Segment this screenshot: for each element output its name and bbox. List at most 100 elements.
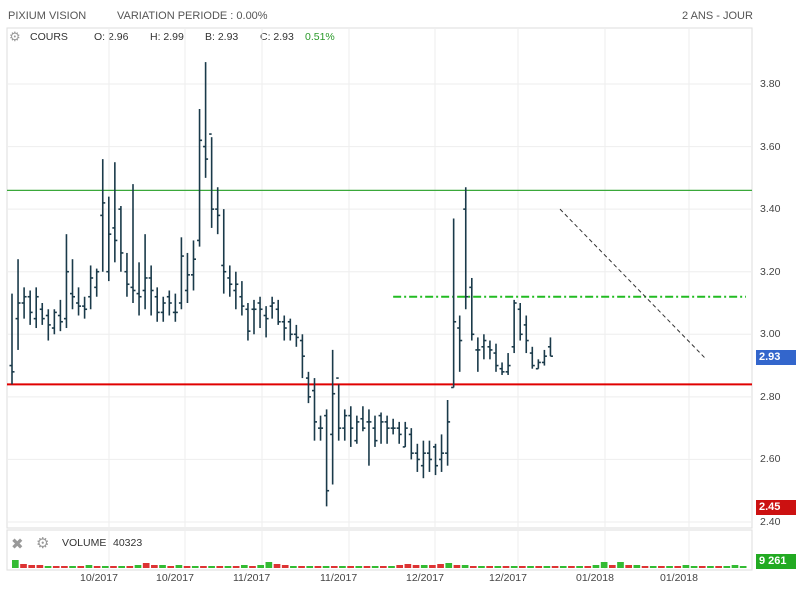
- ohlc-bar: [94, 268, 100, 297]
- ohlc-bar: [154, 287, 160, 322]
- ohlc-bar: [366, 409, 372, 466]
- ohlc-bar: [209, 133, 215, 228]
- y-tick-label: 3.40: [760, 203, 781, 216]
- ohlc-bar: [221, 209, 227, 294]
- ohlc-bar: [396, 421, 402, 444]
- volume-bar: [437, 564, 444, 568]
- volume-bar: [658, 566, 665, 568]
- ohlc-bar: [499, 362, 505, 375]
- gear-icon[interactable]: ⚙: [9, 29, 21, 44]
- y-tick-label: 2.80: [760, 390, 781, 403]
- volume-bar: [69, 566, 76, 568]
- ohlc-bar: [535, 359, 541, 370]
- volume-bar: [126, 566, 134, 568]
- volume-label: VOLUME: [62, 537, 107, 549]
- ohlc-bar: [463, 187, 469, 310]
- y-tick-label: 3.80: [760, 78, 781, 90]
- volume-bar: [731, 565, 739, 568]
- ohlc-bar: [100, 159, 106, 272]
- ohlc-bar: [451, 218, 457, 389]
- volume-bar: [257, 565, 265, 568]
- ohlc-bar: [239, 281, 245, 316]
- volume-frame: [6, 529, 753, 571]
- ohlc-bar: [469, 277, 475, 341]
- period-variation: VARIATION PERIODE : 0.00%: [117, 10, 268, 22]
- volume-bar: [633, 565, 641, 568]
- ohlc-bar: [517, 303, 523, 341]
- close-icon[interactable]: ✖: [11, 536, 24, 553]
- volume-bar: [608, 565, 616, 568]
- volume-bar: [535, 566, 543, 568]
- volume-bar: [682, 565, 690, 568]
- ohlc-bar: [414, 443, 420, 472]
- volume-bar: [330, 566, 338, 568]
- ohlc-bar: [348, 406, 354, 447]
- volume-bar: [592, 565, 600, 568]
- y-tick-label: 3.20: [760, 265, 781, 278]
- ohlc-bar: [203, 62, 209, 178]
- volume-bar: [584, 566, 592, 568]
- volume-bar: [371, 566, 379, 568]
- volume-bar: [461, 565, 469, 568]
- y-tick-label: 2.40: [760, 516, 781, 528]
- ohlc-bar: [106, 196, 112, 282]
- ohlc-bar: [160, 296, 166, 322]
- ohlc-bar: [9, 293, 15, 385]
- ohlc-bar: [378, 412, 384, 444]
- ohlc-bar: [529, 346, 535, 369]
- ohlc-bar: [76, 287, 82, 316]
- volume-bar: [306, 566, 314, 568]
- volume-bar: [20, 564, 27, 568]
- ohlc-bar: [439, 434, 445, 472]
- volume-bar: [44, 566, 52, 568]
- ohlc-bar: [293, 324, 299, 347]
- volume-bar: [453, 565, 461, 568]
- ohlc-bar: [251, 299, 257, 335]
- volume-bar: [617, 562, 624, 568]
- volume-bar: [649, 566, 657, 568]
- volume-bar: [429, 565, 436, 568]
- ohlc-bar: [487, 340, 493, 360]
- ohlc-bar: [191, 240, 196, 291]
- volume-bar: [232, 566, 240, 568]
- x-tick-label: 12/2017: [489, 572, 527, 584]
- ohlc-bar: [324, 409, 330, 507]
- ohlc-bar: [142, 234, 148, 310]
- volume-bar: [183, 566, 191, 568]
- ohlc-bar: [402, 421, 408, 448]
- volume-bar: [600, 562, 608, 568]
- volume-value: 40323: [113, 537, 143, 549]
- volume-bar: [355, 566, 363, 568]
- volume-bar: [396, 565, 404, 568]
- ohlc-bar: [445, 399, 451, 466]
- volume-bar: [273, 564, 281, 568]
- gear-icon[interactable]: ⚙: [36, 535, 50, 552]
- ohlc-bar: [245, 303, 251, 341]
- ohlc-bar: [112, 162, 118, 263]
- ohlc-bar: [148, 265, 154, 316]
- last-price-tag: 2.93: [756, 350, 796, 365]
- volume-bar: [167, 566, 175, 568]
- x-tick-label: 01/2018: [576, 572, 614, 584]
- ohlc-bar: [433, 443, 438, 476]
- low-value: B: 2.93: [205, 31, 239, 43]
- ohlc-bar: [305, 371, 311, 404]
- x-tick-label: 11/2017: [233, 572, 271, 584]
- ohlc-bar: [547, 337, 553, 357]
- period-selector[interactable]: 2 ANS - JOUR: [682, 10, 753, 22]
- volume-bar: [118, 566, 125, 568]
- volume-bar: [347, 566, 354, 568]
- volume-bar: [519, 566, 526, 568]
- ohlc-bar: [88, 265, 94, 310]
- x-tick-label: 10/2017: [80, 572, 118, 584]
- volume-bar: [159, 565, 166, 568]
- volume-bar: [527, 566, 534, 568]
- ohlc-bar: [178, 237, 184, 310]
- ohlc-bar: [51, 309, 57, 335]
- ohlc-bar: [269, 296, 275, 319]
- ohlc-bar: [481, 334, 487, 360]
- volume-bar: [486, 566, 493, 568]
- volume-bar: [61, 566, 68, 568]
- ohlc-bar: [281, 315, 287, 341]
